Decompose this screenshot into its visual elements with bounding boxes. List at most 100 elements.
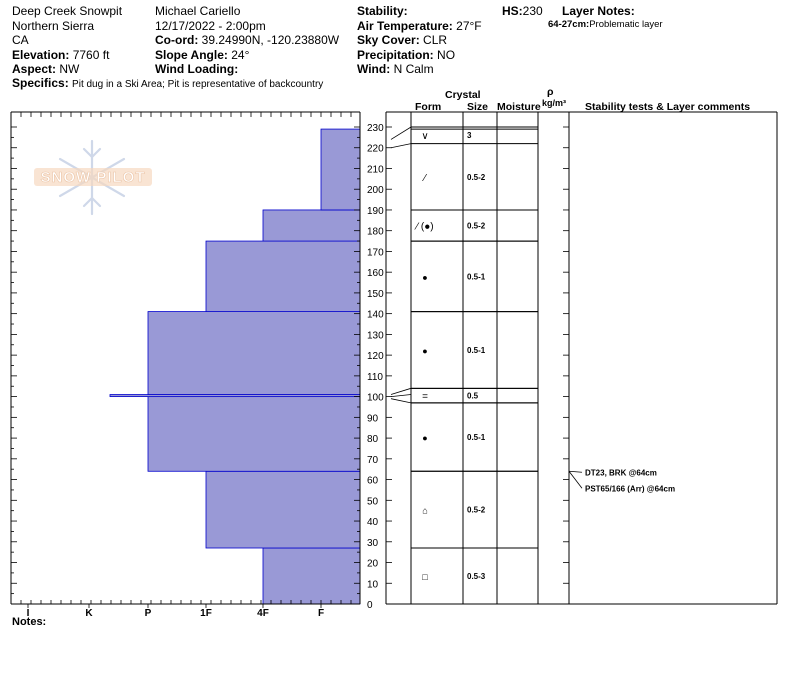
depth-label: 150 [367,289,384,300]
layer-connector-2 [390,387,412,395]
stability-row: Stability: [357,4,482,19]
stability-label: Stability: [357,4,408,18]
state-name: CA [12,33,29,47]
elevation-label: Elevation: [12,47,70,62]
layer-connector-3 [390,394,412,398]
test-pointer-0 [568,470,583,473]
layer-size-8: 0.5-3 [467,572,486,581]
layer-form-3: ● [422,272,427,282]
specifics-row: Specifics: Pit dug in a Ski Area; Pit is… [12,76,323,93]
hardness-bar-0 [262,547,361,605]
sky-value: CLR [423,33,448,47]
layer-size-5: 0.5 [467,392,479,401]
layer-form-4: ● [422,346,427,356]
range-name: Northern Sierra [12,18,95,33]
hardness-profile [109,128,361,605]
depth-label: 30 [367,538,379,549]
wind-row: Wind: N Calm [357,62,482,77]
coord-row: Co-ord: 39.24990N, -120.23880W [155,33,339,48]
hardness-bar-6 [262,209,361,242]
crystal-header: Crystal [445,89,481,101]
depth-label: 100 [367,393,384,404]
logo-text: SNOW PILOT [41,169,146,186]
depth-label: 200 [367,185,384,196]
depth-label: 60 [367,476,379,487]
hardness-label: K [85,608,93,619]
tests-header: Stability tests & Layer comments [585,101,751,113]
precip-row: Precipitation: NO [357,48,482,63]
elevation-value: 7760 ft [72,47,110,62]
observer-block: Michael Cariello 12/17/2022 - 2:00pm Co-… [155,4,339,77]
test-text-1: PST65/166 (Arr) @64cm [585,484,675,493]
hardness-label: P [145,608,152,619]
coord-value: 39.24990N, -120.23880W [201,33,340,47]
layer-connector-1 [390,143,412,149]
hardness-bar-4 [147,311,361,395]
test-text-0: DT23, BRK @64cm [585,468,657,477]
layer-table: ∨ 3 ⁄ 0.5-2 ⁄ (●) 0.5-2 ● 0.5-1 ● 0.5-1 = 0.5 ● 0.5-1… [390,126,538,605]
aspect-label: Aspect: [12,62,57,76]
elevation-row: Elevation: 7760 ft [12,48,122,63]
aspect-value: NW [59,62,80,76]
notes-label: Notes: [12,616,47,628]
layer-size-7: 0.5-2 [467,506,486,515]
hardness-axis: I K P 1F 4F F [27,604,324,619]
hardness-label: F [318,608,324,619]
chart-frame [10,111,778,605]
depth-label: 120 [367,351,384,362]
layer-note: 64-27cm:Problematic layer [548,18,663,33]
wind-value: N Calm [393,62,434,76]
layer-connector-0 [390,126,412,140]
hs-row: HS:230 [502,4,543,19]
pit-name: Deep Creek Snowpit [12,4,123,18]
depth-label: 210 [367,164,384,175]
layer-form-5: = [422,392,428,403]
sky-label: Sky Cover: [357,33,420,47]
depth-label: 130 [367,330,384,341]
layer-notes-title: Layer Notes: [562,4,635,19]
depth-label: 40 [367,517,379,528]
specifics-label: Specifics: [12,76,69,90]
layer-size-3: 0.5-1 [467,272,486,281]
layer-note-text: Problematic layer [589,19,663,30]
aspect-row: Aspect: NW [12,62,122,77]
hardness-label: I [27,608,30,619]
stability-tests: DT23, BRK @64cm PST65/166 (Arr) @64cm [568,468,675,493]
air-temp-row: Air Temperature: 27°F [357,19,482,34]
slope-value: 24° [231,47,250,62]
size-header: Size [467,101,489,113]
depth-label: 190 [367,206,384,217]
depth-label: 140 [367,310,384,321]
depth-label: 110 [367,372,383,383]
observer-name: Michael Cariello [155,4,241,18]
moisture-header: Moisture [497,101,541,113]
hardness-bar-1 [205,470,361,549]
layer-size-6: 0.5-1 [467,433,486,442]
layer-size-4: 0.5-1 [467,346,486,355]
depth-label: 0 [367,600,373,611]
layer-size-2: 0.5-2 [467,222,486,231]
observation-datetime: 12/17/2022 - 2:00pm [155,18,266,33]
hardness-bar-2 [147,396,361,472]
wind-label: Wind: [357,62,391,76]
specifics-value: Pit dug in a Ski Area; Pit is representa… [72,79,324,90]
hs-label: HS: [502,4,523,18]
density-unit-header: kg/m³ [542,98,567,108]
layer-form-0: ∨ [421,131,428,142]
depth-label: 220 [367,144,384,155]
test-pointer-1 [568,471,583,489]
layer-form-8: □ [422,572,428,582]
depth-label: 80 [367,434,379,445]
conditions-block: Stability: Air Temperature: 27°F Sky Cov… [357,4,482,77]
layer-form-1: ⁄ [421,173,427,184]
sky-row: Sky Cover: CLR [357,33,482,48]
air-temp-value: 27°F [456,18,482,33]
depth-label: 180 [367,227,384,238]
rho-header: ρ [547,86,554,98]
depth-label: 70 [367,455,379,466]
form-header: Form [415,101,442,113]
air-temp-label: Air Temperature: [357,18,453,33]
precip-value: NO [437,47,456,62]
layer-note-range: 64-27cm: [548,19,590,30]
